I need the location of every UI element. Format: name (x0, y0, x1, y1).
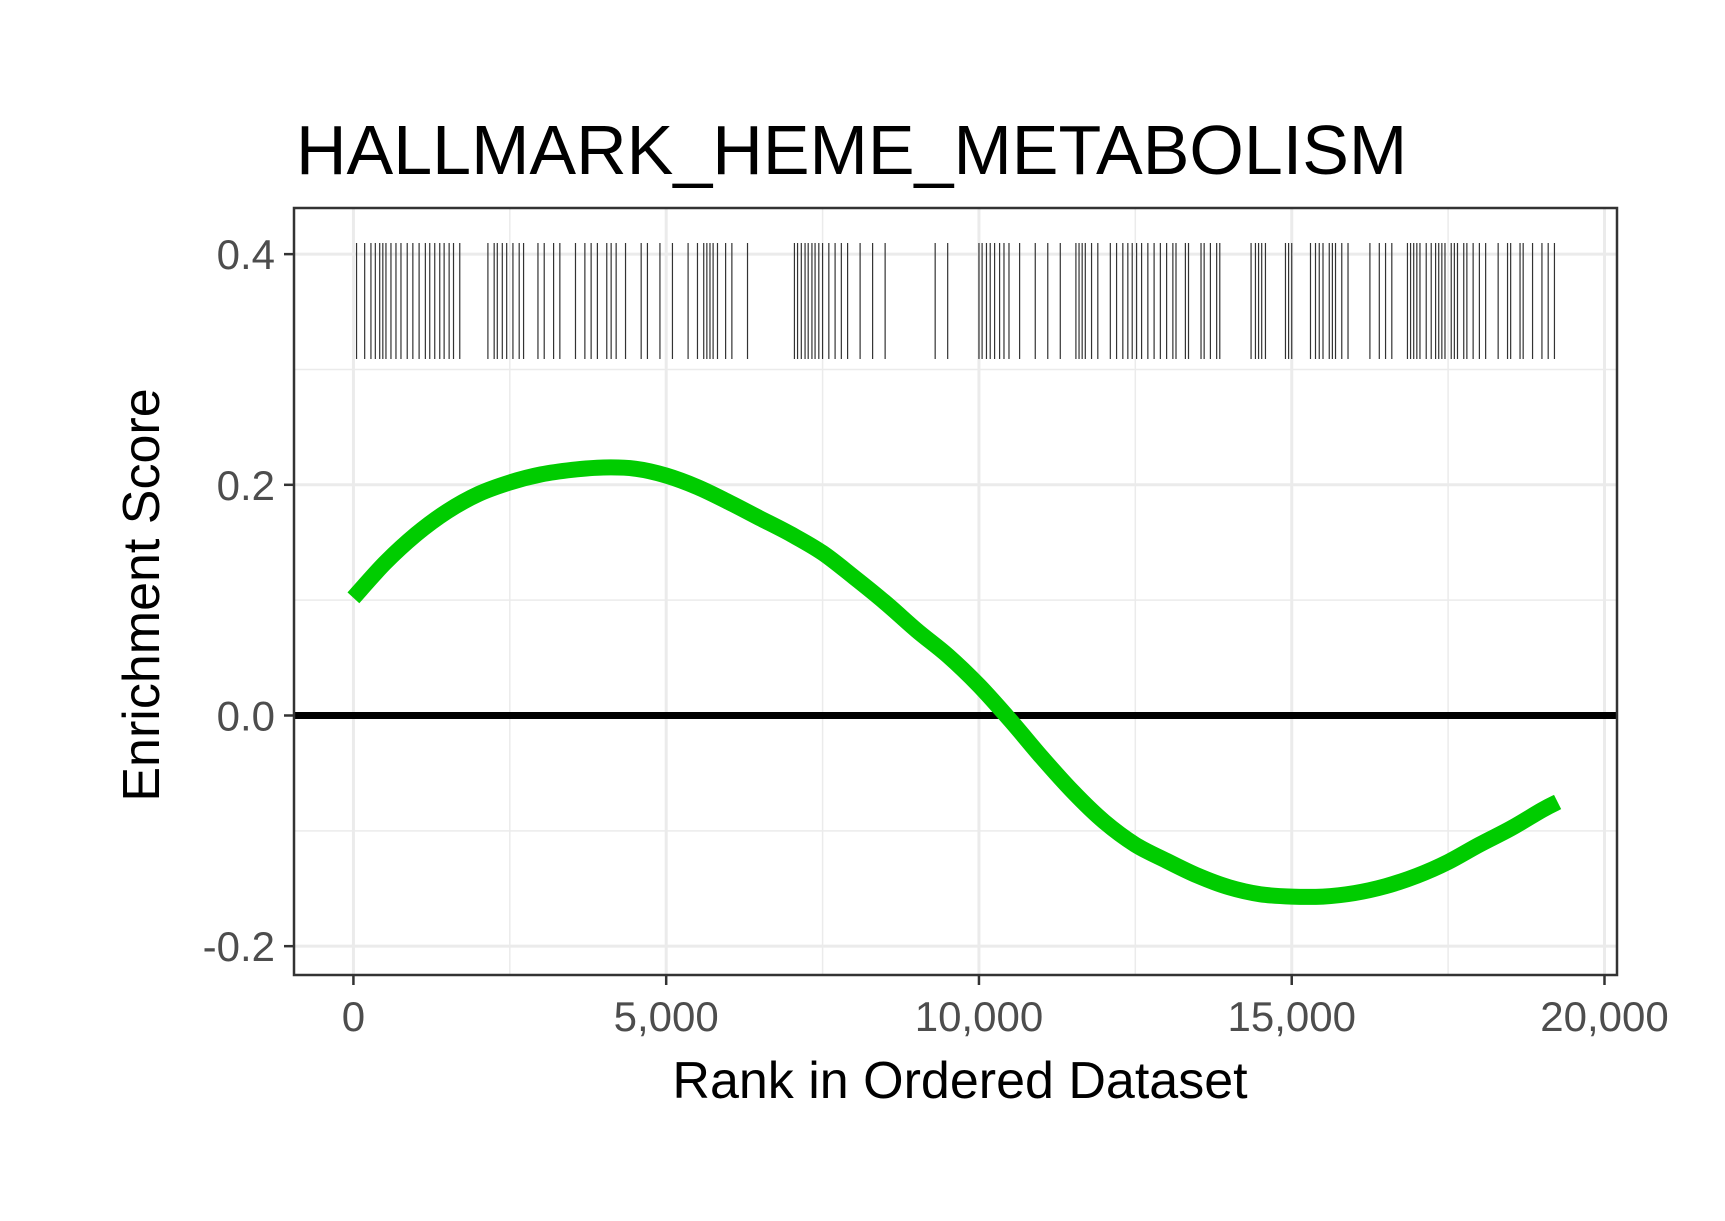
y-tick-label: -0.2 (203, 923, 275, 970)
gene-hit-ticks (355, 243, 1556, 359)
x-tick-label: 10,000 (915, 993, 1043, 1040)
enrichment-score-curve (347, 459, 1562, 905)
chart-title: HALLMARK_HEME_METABOLISM (296, 111, 1407, 189)
x-tick-label: 0 (342, 993, 365, 1040)
y-tick-label: 0.0 (217, 692, 275, 739)
x-tick-label: 15,000 (1227, 993, 1355, 1040)
panel-background (294, 208, 1617, 975)
axes: 0 5,000 10,000 15,000 20,000 -0.2 0.0 0.2 0.4 (203, 231, 1669, 1040)
y-axis-title: Enrichment Score (113, 388, 171, 801)
y-tick-label: 0.2 (217, 462, 275, 509)
grid (294, 208, 1617, 975)
y-tick-label: 0.4 (217, 231, 275, 278)
panel-border (292, 206, 1619, 977)
x-tick-label: 5,000 (614, 993, 719, 1040)
x-axis-title: Rank in Ordered Dataset (672, 1052, 1248, 1110)
x-tick-label: 20,000 (1540, 993, 1668, 1040)
